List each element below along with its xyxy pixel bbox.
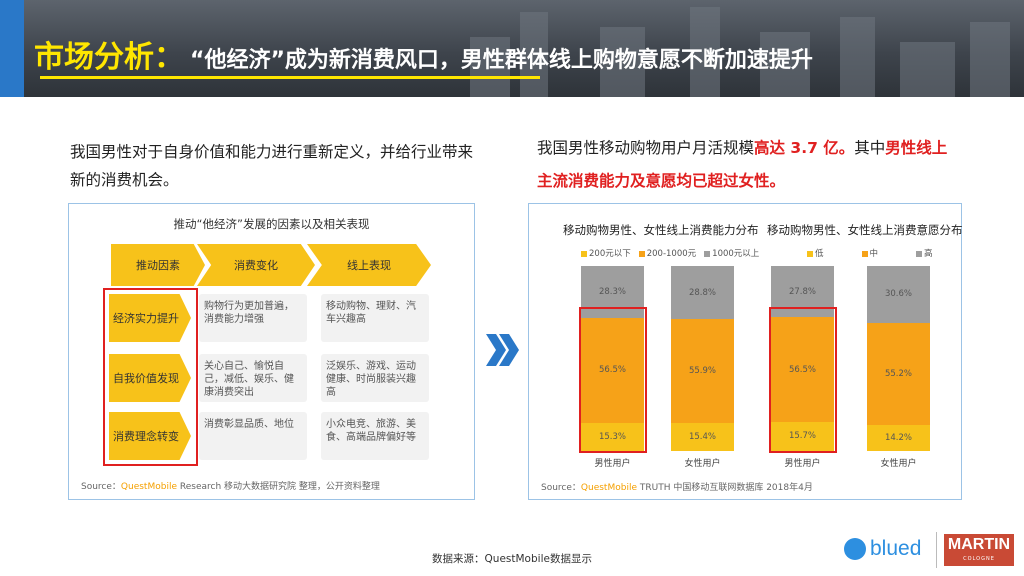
martin-logo: MARTIN COLOGNE (944, 534, 1014, 566)
header-chevron-change: 消费变化 (197, 244, 315, 286)
chart1-legend-item-3: 1000元以上 (704, 247, 759, 259)
blued-logo-icon (844, 538, 866, 560)
chart1-legend: 200元以下 200-1000元 1000元以上 (581, 247, 759, 259)
change-box-concept: 消费彰显品质、地位 (199, 412, 307, 460)
diagram-source-text: Research 移动大数据研究院 整理，公开资料整理 (179, 482, 380, 492)
chart2-plot: 15.7% 56.5% 27.8% 14.2% 55.2% 30.6% (761, 266, 951, 451)
chart2-segment-female-1: 14.2% (867, 424, 930, 451)
header-banner: 市场分析： “他经济”成为新消费风口，男性群体线上购物意愿不断加速提升 (0, 0, 1024, 97)
change-box-economy: 购物行为更加普遍，消费能力增强 (199, 294, 307, 342)
chart2-bar-female: 14.2% 55.2% 30.6% (867, 266, 930, 451)
chart1-xlabel-male: 男性用户 (594, 459, 631, 469)
chart2-bar-male: 15.7% 56.5% 27.8% (771, 266, 834, 451)
chart1-segment-female-1: 15.4% (671, 422, 734, 451)
right-text-part2: 其中 (854, 139, 886, 157)
chart1-bar-male: 15.3% 56.5% 28.3% (581, 266, 644, 451)
factors-highlight-frame (103, 288, 198, 466)
factor-box-economy: 经济实力提升 (109, 294, 191, 342)
diagram-source-brand: QuestMobile (120, 482, 177, 492)
chart1-plot: 15.3% 56.5% 28.3% 15.4% 55.9% 28.8% (581, 266, 761, 451)
chart1-xlabel-female: 女性用户 (684, 459, 721, 469)
online-box-concept: 小众电竞、旅游、美食、高端品牌偏好等 (321, 412, 429, 460)
logo-divider (936, 532, 937, 568)
chart2-xlabel-male: 男性用户 (784, 459, 821, 469)
title-underline (40, 76, 540, 79)
chart-source: Source：QuestMobile TRUTH 中国移动互联网数据库 2018… (541, 480, 813, 493)
chart-source-text: TRUTH 中国移动互联网数据库 2018年4月 (639, 483, 813, 493)
chart1-segment-female-2: 55.9% (671, 319, 734, 423)
chart1-highlight-frame (579, 307, 647, 453)
diagram-source: Source：QuestMobile Research 移动大数据研究院 整理，… (81, 479, 380, 492)
right-paragraph: 我国男性移动购物用户月活规模高达 3.7 亿。其中男性线上主流消费能力及意愿均已… (537, 132, 957, 198)
diagram-source-label: Source： (81, 482, 121, 492)
chart2-segment-female-2: 55.2% (867, 322, 930, 425)
right-text-part1: 我国男性移动购物用户月活规模 (537, 139, 755, 157)
chart2-legend-item-1: 低 (807, 247, 824, 259)
header-chevron-factors: 推动因素 (111, 244, 205, 286)
chart2-highlight-frame (769, 307, 837, 453)
chart1-legend-item-1: 200元以下 (581, 247, 631, 259)
chart1-legend-item-2: 200-1000元 (638, 247, 696, 259)
online-box-economy: 移动购物、理财、汽车兴趣高 (321, 294, 429, 342)
charts-panel: 移动购物男性、女性线上消费能力分布 移动购物男性、女性线上消费意愿分布 200元… (528, 203, 963, 500)
factors-diagram-panel: 推动“他经济”发展的因素以及相关表现 推动因素 消费变化 线上表现 经济实力提升… (68, 203, 475, 500)
blued-logo-text: blued (870, 537, 922, 560)
chart2-legend-item-2: 中 (861, 247, 878, 259)
header-chevron-online: 线上表现 (307, 244, 431, 286)
chart1-segment-female-3: 28.8% (671, 266, 734, 320)
chart2-segment-male-2: 56.5% (771, 317, 834, 422)
page-title: 市场分析： “他经济”成为新消费风口，男性群体线上购物意愿不断加速提升 (34, 32, 813, 76)
chart2-segment-male-1: 15.7% (771, 421, 834, 451)
chart-source-brand: QuestMobile (580, 483, 637, 493)
chart1-title: 移动购物男性、女性线上消费能力分布 (563, 223, 759, 237)
chart-source-label: Source： (541, 483, 581, 493)
double-chevron-right-icon (486, 334, 519, 366)
chart1-bar-female: 15.4% 55.9% 28.8% (671, 266, 734, 451)
factor-box-selfvalue: 自我价值发现 (109, 354, 191, 402)
martin-logo-text: MARTIN (947, 536, 1011, 553)
chart1-segment-male-1: 15.3% (581, 422, 644, 451)
header-accent-bar (0, 0, 24, 97)
chart2-title: 移动购物男性、女性线上消费意愿分布 (767, 223, 963, 237)
title-sub: “他经济”成为新消费风口，男性群体线上购物意愿不断加速提升 (190, 48, 813, 73)
footer-source: 数据来源：QuestMobile数据显示 (432, 553, 592, 565)
chart1-segment-male-2: 56.5% (581, 318, 644, 423)
chart2-legend: 低 中 高 (807, 247, 933, 259)
martin-logo-sub: COLOGNE (963, 556, 995, 562)
blued-logo: blued (844, 537, 921, 561)
right-text-highlight2: 男性线上主流消费能力及意愿均已超过女性。 (537, 139, 948, 190)
diagram-title: 推动“他经济”发展的因素以及相关表现 (173, 217, 370, 231)
chart2-legend-item-3: 高 (916, 247, 933, 259)
change-box-selfvalue: 关心自己、愉悦自己，减低、娱乐、健康消费突出 (199, 354, 307, 402)
left-paragraph: 我国男性对于自身价值和能力进行重新定义，并给行业带来新的消费机会。 (70, 143, 474, 189)
title-main: 市场分析： (34, 40, 184, 75)
chart1-segment-male-3: 28.3% (581, 266, 644, 319)
factor-box-concept: 消费理念转变 (109, 412, 191, 460)
online-box-selfvalue: 泛娱乐、游戏、运动健康、时尚服装兴趣高 (321, 354, 429, 402)
chart2-segment-female-3: 30.6% (867, 266, 930, 323)
right-text-highlight1: 高达 3.7 亿。 (754, 139, 855, 157)
chart2-xlabel-female: 女性用户 (880, 459, 917, 469)
